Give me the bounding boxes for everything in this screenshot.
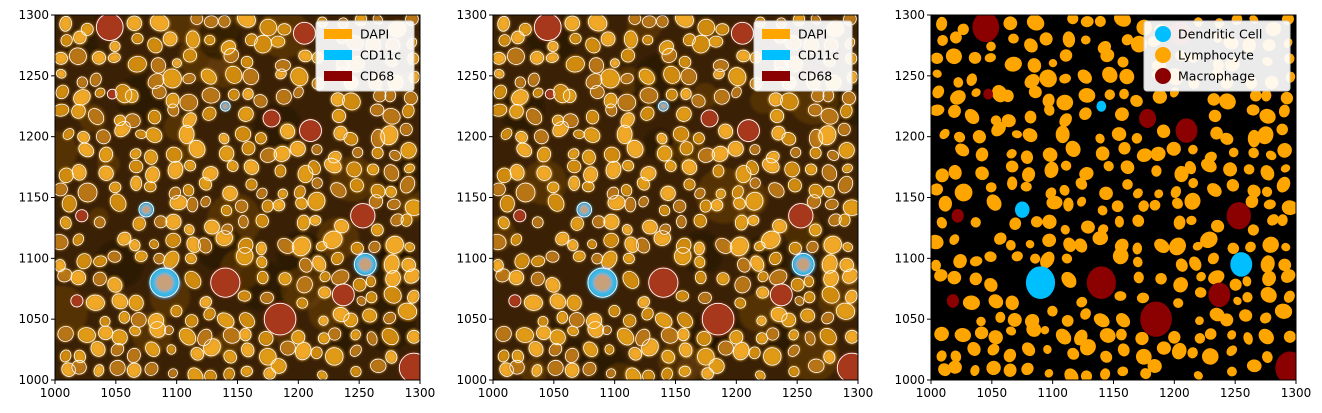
x-tick-label: 1050 bbox=[101, 386, 132, 400]
legend-swatch-cd11c bbox=[324, 50, 352, 60]
y-tick-label: 1100 bbox=[894, 251, 925, 265]
legend-swatch-dapi bbox=[762, 29, 790, 39]
legend-swatch-dapi bbox=[324, 29, 352, 39]
y-tick-label: 1300 bbox=[894, 8, 925, 22]
legend-marker-lymphocyte bbox=[1155, 47, 1171, 63]
x-tick-label: 1150 bbox=[660, 386, 691, 400]
legend-marker-dendritic-cell bbox=[1155, 26, 1171, 42]
x-tick-label: 1100 bbox=[161, 386, 192, 400]
legend-box: DAPI CD11c CD68 bbox=[753, 20, 853, 92]
legend-label: CD11c bbox=[798, 48, 839, 63]
legend-swatch-cd68 bbox=[324, 71, 352, 81]
y-tick-label: 1100 bbox=[456, 251, 487, 265]
x-tick-label: 1300 bbox=[1281, 386, 1312, 400]
legend-swatch-cd68 bbox=[762, 71, 790, 81]
x-tick-label: 1200 bbox=[1159, 386, 1190, 400]
x-tick-label: 1250 bbox=[782, 386, 813, 400]
legend-marker-macrophage bbox=[1155, 68, 1171, 84]
x-tick-label: 1000 bbox=[478, 386, 509, 400]
legend-label: CD68 bbox=[798, 69, 832, 84]
x-tick-label: 1100 bbox=[1037, 386, 1068, 400]
legend-label: CD68 bbox=[360, 69, 394, 84]
x-tick-label: 1250 bbox=[1220, 386, 1251, 400]
legend-frame bbox=[1143, 20, 1291, 92]
legend-box: Dendritic Cell Lymphocyte Macrophage bbox=[1143, 20, 1291, 92]
legend-swatch-cd11c bbox=[762, 50, 790, 60]
y-tick-label: 1150 bbox=[894, 191, 925, 205]
y-tick-label: 1150 bbox=[18, 191, 49, 205]
y-tick-label: 1100 bbox=[18, 251, 49, 265]
legend-box: DAPI CD11c CD68 bbox=[315, 20, 415, 92]
y-tick-label: 1000 bbox=[456, 373, 487, 387]
y-tick-label: 1250 bbox=[18, 69, 49, 83]
x-tick-label: 1200 bbox=[283, 386, 314, 400]
cell-type-segmentation-panel: 1000 1050 1100 1150 1200 1250 1300 1000 1050 1100… bbox=[894, 8, 1311, 400]
y-tick-label: 1300 bbox=[456, 8, 487, 22]
legend-label: Macrophage bbox=[1178, 69, 1255, 84]
y-tick-label: 1200 bbox=[894, 130, 925, 144]
composite-image-panel-dapi-cd11c-cd68: 1000 1050 1100 1150 1200 1250 1300 1000 1050 1100… bbox=[18, 8, 436, 400]
y-tick-label: 1200 bbox=[18, 130, 49, 144]
x-tick-label: 1050 bbox=[977, 386, 1008, 400]
y-tick-label: 1050 bbox=[894, 312, 925, 326]
y-tick-label: 1200 bbox=[456, 130, 487, 144]
y-tick-label: 1000 bbox=[894, 373, 925, 387]
legend-label: DAPI bbox=[798, 27, 827, 42]
x-tick-label: 1150 bbox=[222, 386, 253, 400]
x-tick-label: 1100 bbox=[599, 386, 630, 400]
legend-label: CD11c bbox=[360, 48, 401, 63]
x-tick-label: 1200 bbox=[721, 386, 752, 400]
x-tick-label: 1050 bbox=[539, 386, 570, 400]
y-tick-label: 1000 bbox=[18, 373, 49, 387]
legend-label: Lymphocyte bbox=[1178, 48, 1254, 63]
x-tick-label: 1000 bbox=[40, 386, 71, 400]
x-tick-label: 1150 bbox=[1098, 386, 1129, 400]
y-tick-label: 1250 bbox=[894, 69, 925, 83]
y-tick-label: 1150 bbox=[456, 191, 487, 205]
legend-label: DAPI bbox=[360, 27, 389, 42]
legend-label: Dendritic Cell bbox=[1178, 27, 1262, 42]
y-tick-label: 1250 bbox=[456, 69, 487, 83]
x-tick-label: 1300 bbox=[405, 386, 436, 400]
y-tick-label: 1050 bbox=[18, 312, 49, 326]
x-tick-label: 1250 bbox=[344, 386, 375, 400]
x-tick-label: 1000 bbox=[916, 386, 947, 400]
x-tick-label: 1300 bbox=[843, 386, 874, 400]
y-tick-label: 1300 bbox=[18, 8, 49, 22]
composite-image-panel-dapi-cd11c-cd68-second: 1000 1050 1100 1150 1200 1250 1300 1000 1050 1100… bbox=[456, 8, 874, 400]
y-tick-label: 1050 bbox=[456, 312, 487, 326]
